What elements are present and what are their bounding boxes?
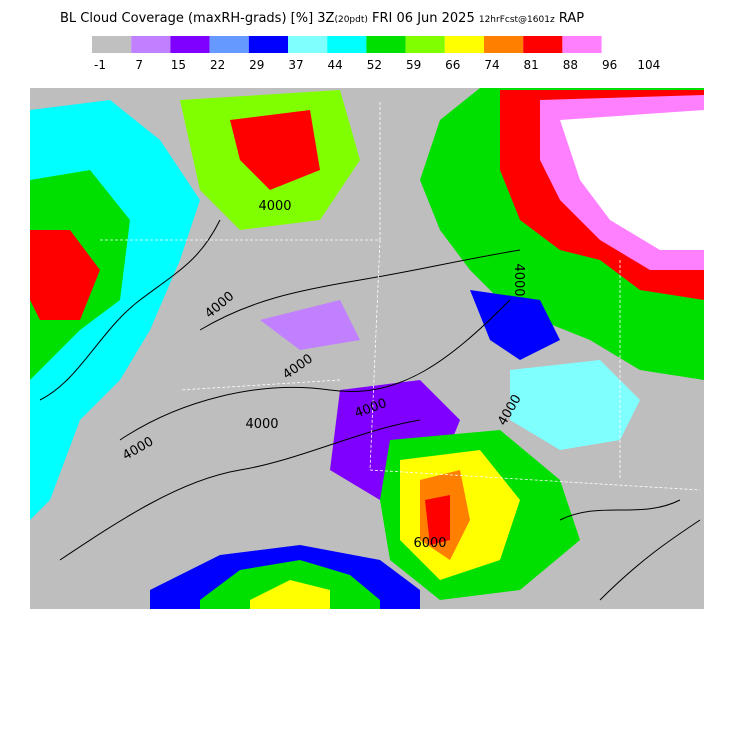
color-box: [288, 36, 328, 53]
level-label: -1: [94, 58, 106, 72]
level-label: 15: [171, 58, 186, 72]
color-box: [170, 36, 210, 53]
title-part: RAP: [555, 11, 585, 26]
level-label: 74: [484, 58, 499, 72]
level-label: 7: [135, 58, 143, 72]
cloud-area: [30, 230, 100, 320]
color-box: [92, 36, 132, 53]
map: [30, 88, 704, 609]
color-box: [523, 36, 563, 53]
cloud-area: [510, 360, 640, 450]
color-box: [405, 36, 445, 53]
contour-label: 4000: [511, 263, 526, 296]
cloud-area: [470, 290, 560, 360]
level-label: 59: [406, 58, 421, 72]
contour: [199, 249, 521, 331]
color-box: [327, 36, 367, 53]
contour: [119, 299, 511, 441]
cloud-area: [260, 300, 360, 350]
contour-label: 4000: [245, 417, 278, 432]
cloud-area: [230, 110, 320, 190]
level-label: 66: [445, 58, 460, 72]
level-label: 104: [637, 58, 660, 72]
level-label: 81: [524, 58, 539, 72]
level-label: 29: [249, 58, 264, 72]
color-box: [484, 36, 524, 53]
boundary: [100, 100, 701, 491]
color-box: [131, 36, 171, 53]
title-part: BL Cloud Coverage (maxRH-grads) [%] 3Z: [60, 11, 335, 26]
contour-label: 4000: [258, 199, 291, 214]
level-label: 44: [328, 58, 343, 72]
cloud-area: [250, 580, 330, 609]
contour: [559, 499, 701, 601]
cloud-area: [425, 495, 450, 545]
contour: [39, 219, 221, 401]
color-box: [248, 36, 288, 53]
title: BL Cloud Coverage (maxRH-grads) [%] 3Z(2…: [60, 11, 584, 26]
level-label: 88: [563, 58, 578, 72]
level-label: 37: [288, 58, 303, 72]
contour: [59, 419, 421, 561]
color-box: [366, 36, 406, 53]
color-box: [209, 36, 249, 53]
title-part: 12hrFcst@1601z: [479, 15, 555, 25]
cloud-area: [560, 110, 704, 250]
title-part: FRI 06 Jun 2025: [368, 11, 479, 26]
color-box: [444, 36, 484, 53]
level-label: 52: [367, 58, 382, 72]
level-label: 22: [210, 58, 225, 72]
title-part: (20pdt): [334, 15, 367, 25]
colorbar: -1 7 15 22 29 37 44 52 59 66 74 81 88 96 104: [92, 36, 660, 72]
contour-label: 6000: [413, 536, 446, 551]
level-label: 96: [602, 58, 617, 72]
color-box: [562, 36, 602, 53]
